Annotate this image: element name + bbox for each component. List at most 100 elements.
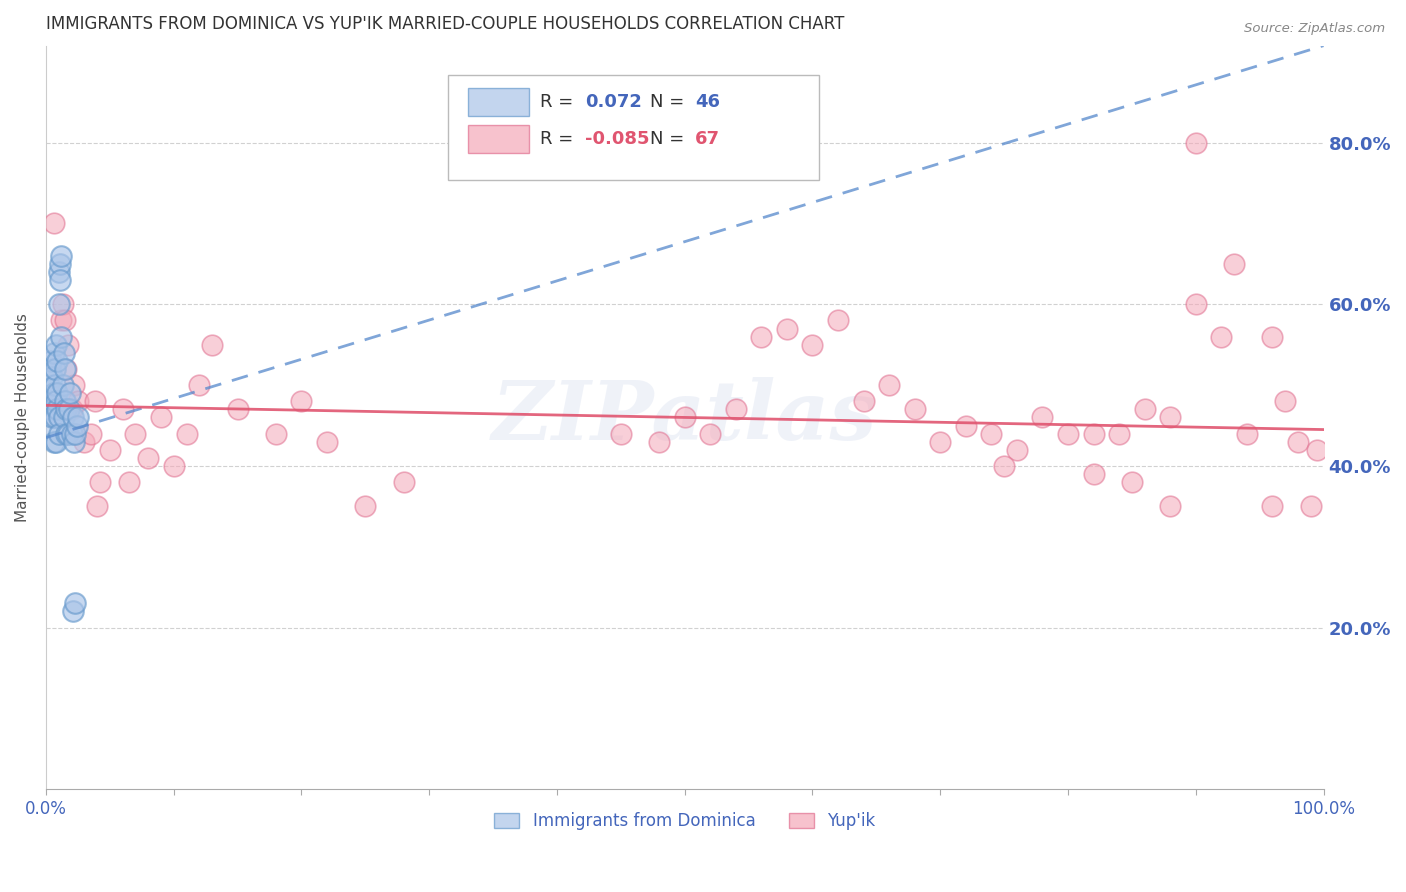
- Point: [66, 410, 89, 425]
- Text: N =: N =: [650, 130, 690, 148]
- Point: [39, 394, 62, 409]
- Point: [42, 434, 65, 449]
- Point: [38, 362, 60, 376]
- Text: 0.072: 0.072: [585, 93, 643, 112]
- Point: [392, 475, 415, 489]
- Point: [46, 402, 69, 417]
- Point: [65, 596, 87, 610]
- Text: IMMIGRANTS FROM DOMINICA VS YUP'IK MARRIED-COUPLE HOUSEHOLDS CORRELATION CHART: IMMIGRANTS FROM DOMINICA VS YUP'IK MARRI…: [46, 15, 845, 33]
- Point: [929, 434, 952, 449]
- Point: [38, 378, 60, 392]
- Point: [55, 402, 77, 417]
- Text: ZIPatlas: ZIPatlas: [492, 377, 877, 458]
- Point: [62, 604, 84, 618]
- Point: [118, 475, 141, 489]
- Point: [46, 386, 69, 401]
- Point: [66, 418, 89, 433]
- Point: [39, 354, 62, 368]
- Point: [751, 329, 773, 343]
- Point: [42, 217, 65, 231]
- Point: [201, 337, 224, 351]
- Point: [59, 386, 82, 401]
- FancyBboxPatch shape: [468, 125, 529, 153]
- Point: [1031, 410, 1053, 425]
- Text: 46: 46: [695, 93, 720, 112]
- Point: [290, 394, 312, 409]
- Point: [1236, 426, 1258, 441]
- Point: [73, 434, 96, 449]
- Point: [1286, 434, 1309, 449]
- Point: [83, 394, 105, 409]
- Point: [53, 313, 76, 327]
- Point: [63, 434, 86, 449]
- Text: Source: ZipAtlas.com: Source: ZipAtlas.com: [1244, 22, 1385, 36]
- Point: [648, 434, 671, 449]
- Point: [149, 410, 172, 425]
- Point: [724, 402, 747, 417]
- Point: [1261, 329, 1284, 343]
- Point: [163, 458, 186, 473]
- Point: [44, 410, 66, 425]
- Point: [136, 450, 159, 465]
- Point: [1057, 426, 1080, 441]
- Text: 67: 67: [695, 130, 720, 148]
- Point: [86, 500, 108, 514]
- Point: [63, 378, 86, 392]
- Point: [1121, 475, 1143, 489]
- Point: [48, 265, 70, 279]
- Point: [45, 394, 67, 409]
- Point: [56, 337, 79, 351]
- Y-axis label: Married-couple Households: Married-couple Households: [15, 313, 30, 522]
- Legend: Immigrants from Dominica, Yup'ik: Immigrants from Dominica, Yup'ik: [488, 805, 882, 837]
- Point: [51, 249, 73, 263]
- Point: [42, 386, 65, 401]
- Point: [52, 297, 75, 311]
- Point: [41, 410, 63, 425]
- Point: [65, 426, 87, 441]
- Point: [45, 434, 67, 449]
- Point: [852, 394, 875, 409]
- Point: [44, 362, 66, 376]
- Point: [49, 273, 72, 287]
- Point: [41, 370, 63, 384]
- Point: [980, 426, 1002, 441]
- Text: -0.085: -0.085: [585, 130, 650, 148]
- Point: [993, 458, 1015, 473]
- Point: [673, 410, 696, 425]
- Point: [176, 426, 198, 441]
- Point: [877, 378, 900, 392]
- Point: [354, 500, 377, 514]
- Point: [1223, 257, 1246, 271]
- Point: [1274, 394, 1296, 409]
- Text: N =: N =: [650, 93, 690, 112]
- Point: [1306, 442, 1329, 457]
- Point: [48, 426, 70, 441]
- Point: [55, 362, 77, 376]
- FancyBboxPatch shape: [468, 88, 529, 116]
- Point: [53, 362, 76, 376]
- Point: [801, 337, 824, 351]
- Point: [52, 346, 75, 360]
- Point: [1159, 500, 1181, 514]
- Point: [1159, 410, 1181, 425]
- Point: [188, 378, 211, 392]
- Point: [44, 378, 66, 392]
- Text: R =: R =: [540, 130, 579, 148]
- Point: [56, 426, 79, 441]
- Point: [49, 257, 72, 271]
- Point: [45, 337, 67, 351]
- Point: [98, 442, 121, 457]
- Point: [66, 394, 89, 409]
- Point: [264, 426, 287, 441]
- Point: [955, 418, 977, 433]
- Point: [1083, 467, 1105, 481]
- Point: [1211, 329, 1233, 343]
- Point: [1108, 426, 1130, 441]
- Point: [124, 426, 146, 441]
- Point: [1083, 426, 1105, 441]
- Point: [776, 321, 799, 335]
- Point: [1133, 402, 1156, 417]
- Point: [58, 402, 80, 417]
- Point: [60, 402, 83, 417]
- Point: [1299, 500, 1322, 514]
